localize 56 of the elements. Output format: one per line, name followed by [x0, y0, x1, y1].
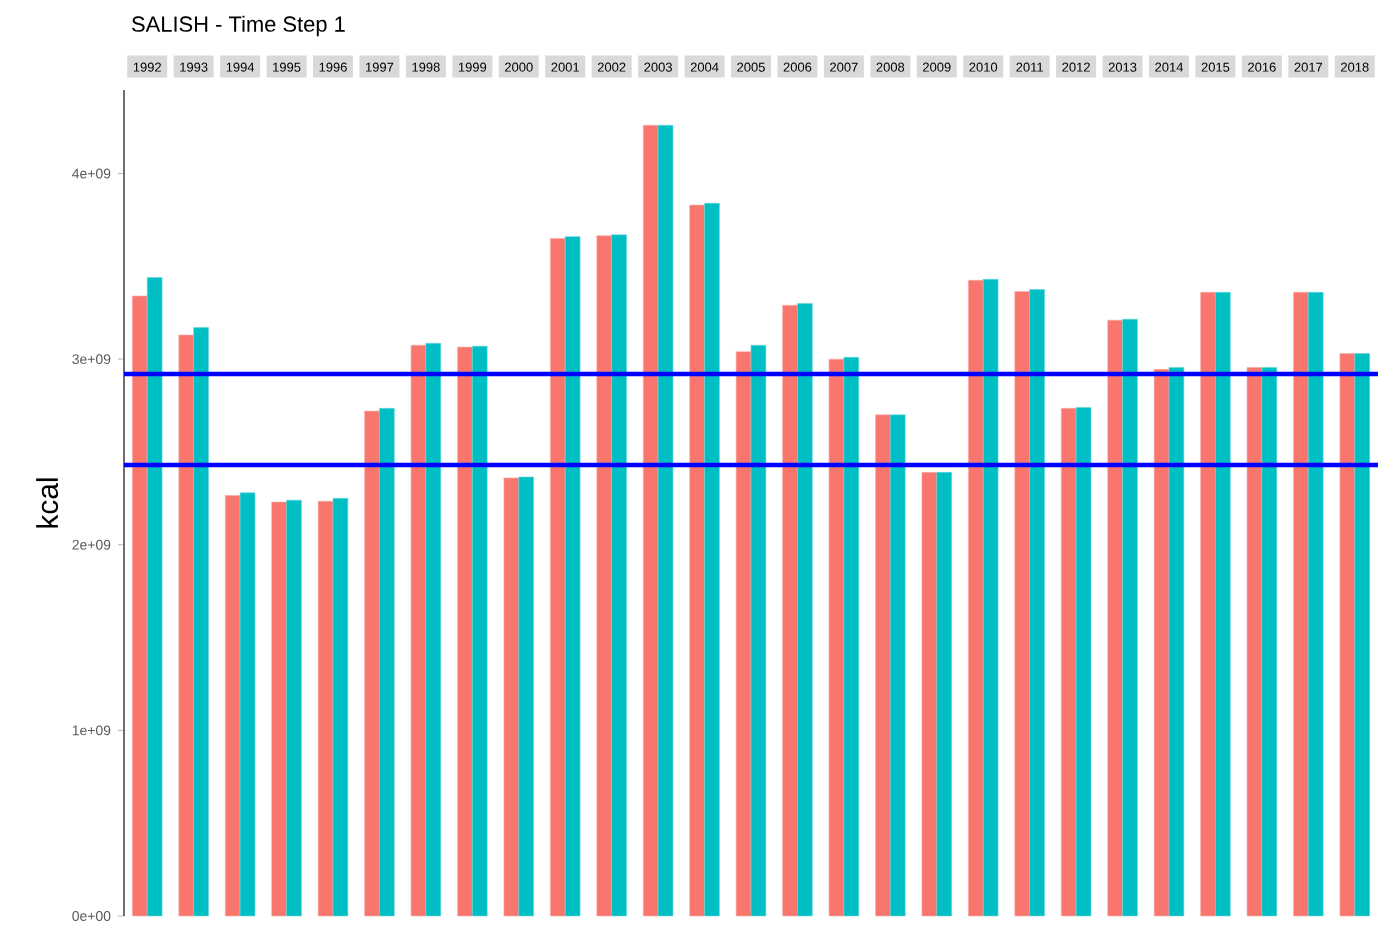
- bar: [271, 501, 287, 917]
- bar: [890, 414, 906, 917]
- bar: [317, 500, 334, 917]
- bar: [611, 234, 627, 917]
- bar: [503, 477, 520, 917]
- bar: [1122, 318, 1138, 917]
- bar: [364, 410, 380, 917]
- bar: [564, 236, 581, 917]
- bar: [132, 295, 148, 917]
- bar: [1075, 407, 1092, 917]
- bar: [1168, 367, 1185, 917]
- bar: [379, 408, 395, 917]
- bar: [550, 238, 566, 917]
- bar: [332, 498, 349, 917]
- bar: [689, 204, 705, 917]
- bar: [642, 124, 659, 917]
- bar: [457, 346, 473, 917]
- bar: [797, 303, 813, 917]
- bar: [704, 202, 720, 917]
- bar: [224, 495, 241, 917]
- bar: [875, 414, 891, 917]
- bar: [1014, 291, 1030, 917]
- bar: [193, 327, 209, 917]
- bar: [1308, 292, 1324, 917]
- bar: [239, 492, 256, 917]
- bar: [1029, 289, 1045, 917]
- bar: [782, 305, 798, 917]
- bar: [936, 472, 952, 917]
- bar: [1293, 292, 1309, 917]
- bar: [1215, 292, 1231, 917]
- bar: [1107, 319, 1123, 917]
- bar: [921, 472, 938, 917]
- bar: [968, 279, 984, 917]
- bar: [1200, 292, 1216, 917]
- bar: [425, 343, 442, 917]
- bar: [1153, 369, 1170, 917]
- y-axis-title: kcal: [36, 478, 59, 528]
- bar: [1261, 367, 1278, 917]
- bar: [843, 356, 860, 917]
- bar: [1246, 367, 1263, 917]
- bar: [410, 344, 427, 917]
- bar: [146, 277, 163, 917]
- bar: [178, 334, 194, 917]
- bar: [286, 499, 302, 917]
- bar: [735, 351, 752, 917]
- bar: [472, 345, 488, 917]
- bar: [657, 124, 674, 917]
- bar: [1354, 353, 1370, 917]
- bar: [750, 344, 767, 917]
- bar: [1339, 353, 1356, 917]
- chart-title: SALISH - Time Step 1: [132, 15, 345, 37]
- bar: [596, 235, 612, 917]
- bar: [828, 358, 845, 917]
- bar: [982, 279, 999, 917]
- bar: [1060, 408, 1077, 917]
- bar: [518, 476, 534, 917]
